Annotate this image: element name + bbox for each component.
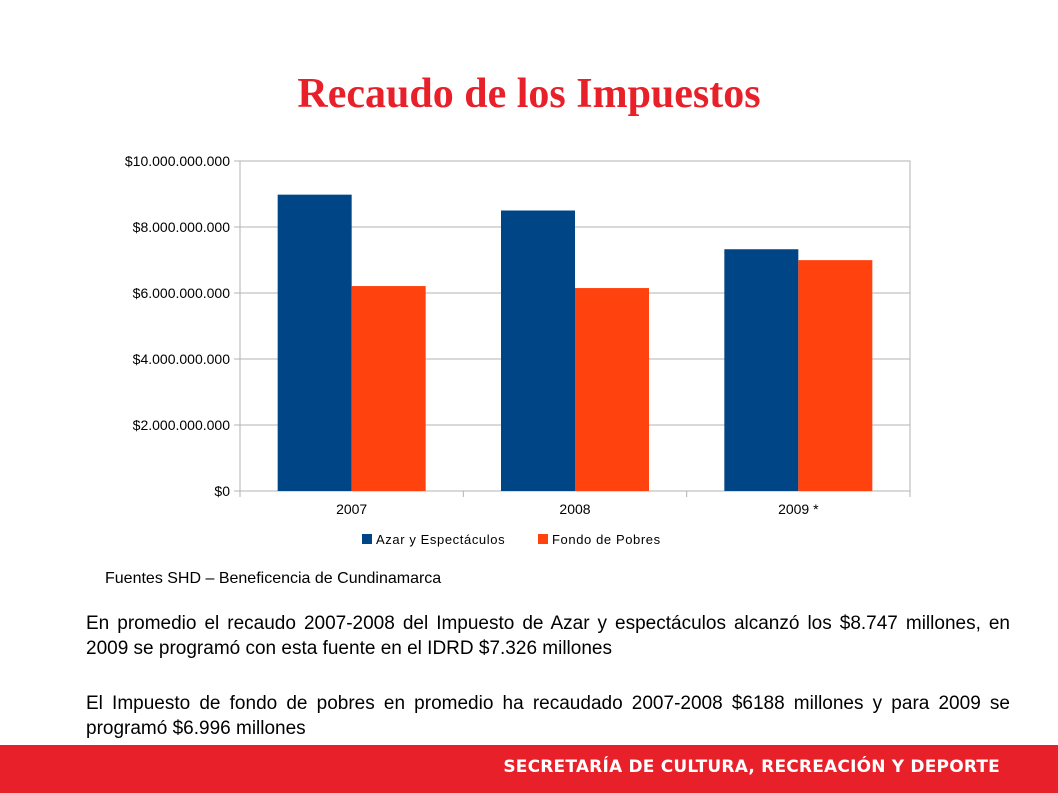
paragraph-fondo-pobres: El Impuesto de fondo de pobres en promed… <box>86 693 1010 739</box>
bar <box>724 249 799 491</box>
bar <box>501 210 575 491</box>
bar <box>351 286 426 491</box>
bar <box>575 288 649 491</box>
x-tick-label: 2009 * <box>778 501 819 517</box>
y-tick-label: $0 <box>214 483 230 499</box>
footer-bar: SECRETARÍA DE CULTURA, RECREACIÓN Y DEPO… <box>0 745 1058 793</box>
slide-title: Recaudo de los Impuestos <box>297 71 761 117</box>
legend-label: Azar y Espectáculos <box>376 532 505 547</box>
y-tick-label: $4.000.000.000 <box>133 351 231 367</box>
bar <box>277 194 352 491</box>
y-tick-label: $10.000.000.000 <box>125 153 230 169</box>
legend-swatch <box>538 534 548 544</box>
legend-swatch <box>362 534 372 544</box>
y-tick-label: $6.000.000.000 <box>133 285 231 301</box>
y-tick-label: $2.000.000.000 <box>133 417 231 433</box>
y-tick-label: $8.000.000.000 <box>133 219 231 235</box>
bar <box>798 260 873 491</box>
paragraph-azar: En promedio el recaudo 2007-2008 del Imp… <box>86 613 1010 659</box>
x-tick-label: 2007 <box>336 501 367 517</box>
bar-chart: $0 $2.000.000.000 $4.000.000.000 $6.000.000… <box>125 153 911 547</box>
footer-text: SECRETARÍA DE CULTURA, RECREACIÓN Y DEPO… <box>503 757 1000 777</box>
legend-label: Fondo de Pobres <box>552 532 661 547</box>
x-tick-label: 2008 <box>559 501 590 517</box>
source-note: Fuentes SHD – Beneficencia de Cundinamar… <box>105 570 442 587</box>
